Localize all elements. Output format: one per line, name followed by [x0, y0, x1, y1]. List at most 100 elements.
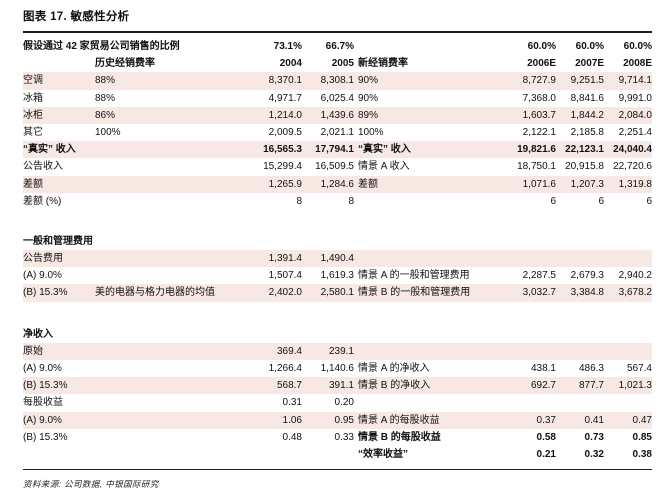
table-cell: [95, 429, 240, 446]
table-cell: [95, 412, 240, 429]
table-cell: 6: [550, 195, 556, 207]
table-cell: “真实” 收入: [358, 144, 411, 156]
table-row: “效率收益” 0.21 0.32 0.38: [23, 446, 652, 463]
table-cell: 历史经销费率: [95, 58, 155, 70]
table-cell: 1,619.3: [320, 270, 354, 282]
table-cell: 2,185.8: [570, 126, 604, 138]
table-cell: 8,727.9: [522, 75, 556, 87]
table-cell: 19,821.6: [517, 144, 556, 156]
table-cell: 877.7: [578, 380, 604, 392]
table-cell: 7,368.0: [522, 92, 556, 104]
table-cell: [556, 250, 604, 267]
table-cell: 8,308.1: [320, 75, 354, 87]
table-row: (A) 9.0% 1.06 0.95 情景 A 的每股收益 0.37 0.41 0.47: [23, 411, 652, 429]
table-cell: 1,507.4: [268, 270, 302, 282]
table-cell: 3,384.8: [570, 287, 604, 299]
table-cell: 88%: [95, 92, 116, 104]
table-cell: [95, 141, 240, 158]
table-cell: 情景 A 收入: [358, 161, 410, 173]
table-cell: 391.1: [328, 380, 354, 392]
table-cell: 2006E: [527, 58, 556, 70]
table-cell: [556, 343, 604, 360]
table-row: 原始 369.4 239.1: [23, 342, 652, 360]
table-cell: 情景 A 的净收入: [358, 363, 430, 374]
table-cell: [482, 250, 556, 267]
table-cell: 369.4: [276, 345, 302, 357]
table-cell: 每股收益: [23, 397, 63, 409]
table-cell: 9,251.5: [570, 75, 604, 87]
table-cell: [95, 343, 240, 360]
table-cell: 6,025.4: [320, 92, 354, 104]
table-cell: 90%: [358, 92, 379, 104]
table-cell: 1,214.0: [268, 109, 302, 121]
table-cell: 情景 A 的一般和管理费用: [358, 270, 470, 282]
table-cell: 1,490.4: [320, 253, 354, 265]
table-cell: 692.7: [530, 380, 556, 392]
table-cell: [95, 38, 240, 55]
table-cell: 公告费用: [23, 253, 63, 265]
table-cell: 2007E: [575, 58, 604, 70]
table-cell: 1,071.6: [522, 178, 556, 190]
table-cell: [95, 377, 240, 394]
table-cell: 568.7: [276, 380, 302, 392]
table-cell: 8: [348, 195, 354, 207]
table-row: (B) 15.3% 568.7 391.1 情景 B 的净收入 692.7 877.7 1,…: [23, 377, 652, 395]
table-cell: [95, 193, 240, 210]
table-cell: 9,714.1: [618, 75, 652, 87]
table-cell: (A) 9.0%: [23, 270, 62, 282]
figure-title: 图表 17. 敏感性分析: [23, 11, 130, 23]
table-cell: 2,122.1: [522, 126, 556, 138]
table-cell: [354, 343, 482, 360]
table-row: (B) 15.3% 美的电器与格力电器的均值 2,402.0 2,580.1 情景 B …: [23, 284, 652, 302]
section-heading: 一般和管理费用: [23, 235, 93, 247]
table-cell: 美的电器与格力电器的均值: [95, 287, 215, 299]
table-cell: 0.37: [536, 414, 556, 426]
table-cell: 情景 B 的每股收益: [358, 431, 441, 443]
table-cell: 86%: [95, 109, 116, 121]
table-cell: 2,084.0: [618, 109, 652, 121]
table-cell: 8,841.6: [570, 92, 604, 104]
table-cell: 0.32: [584, 448, 604, 460]
table-cell: 1,284.6: [320, 178, 354, 190]
source-note: 资料来源: 公司数据, 中银国际研究: [23, 479, 159, 489]
table-cell: [604, 250, 652, 267]
table-cell: 情景 B 的净收入: [358, 380, 431, 392]
table-cell: [604, 343, 652, 360]
table-cell: 0.58: [536, 431, 556, 443]
table-cell: 1,265.9: [268, 178, 302, 190]
table-cell: [23, 446, 95, 463]
table-header-row: 假设通过 42 家贸易公司销售的比例 73.1% 66.7% 60.0% 60.0% 60…: [23, 38, 652, 55]
table-row: “真实” 收入 16,565.3 17,794.1 “真实” 收入 19,821.6 22…: [23, 141, 652, 159]
table-cell: 15,299.4: [263, 161, 302, 173]
table-cell: 1,603.7: [522, 109, 556, 121]
table-cell: 8: [296, 195, 302, 207]
table-cell: 1,844.2: [570, 109, 604, 121]
table-cell: [95, 158, 240, 175]
table-cell: 0.41: [584, 414, 604, 426]
table-cell: 假设通过 42 家贸易公司销售的比例: [23, 41, 180, 52]
table-cell: 89%: [358, 109, 379, 121]
table-cell: 0.20: [334, 397, 354, 409]
table-cell: 1.06: [282, 414, 302, 426]
table-cell: 0.33: [334, 431, 354, 443]
table-cell: 1,266.4: [268, 363, 302, 374]
table-row: 其它 100% 2,009.5 2,021.1 100% 2,122.1 2,185.8 2,…: [23, 124, 652, 141]
table-cell: 66.7%: [325, 41, 354, 52]
table-row: 每股收益 0.31 0.20: [23, 394, 652, 411]
section-heading: 净收入: [23, 328, 53, 340]
table-cell: 2,251.4: [618, 126, 652, 138]
table-cell: 100%: [95, 126, 121, 138]
table-row: (A) 9.0% 1,507.4 1,619.3 情景 A 的一般和管理费用 2,287…: [23, 267, 652, 284]
table-cell: 2,287.5: [522, 270, 556, 282]
table-cell: [354, 250, 482, 267]
table-cell: [240, 446, 302, 463]
table-cell: 1,439.6: [320, 109, 354, 121]
table-cell: (B) 15.3%: [23, 380, 68, 392]
table-cell: 88%: [95, 75, 116, 87]
table-cell: 2,580.1: [320, 287, 354, 299]
bottom-rule: [23, 469, 652, 471]
table-cell: 90%: [358, 75, 379, 87]
table-cell: 4,971.7: [268, 92, 302, 104]
table-cell: 8,370.1: [268, 75, 302, 87]
